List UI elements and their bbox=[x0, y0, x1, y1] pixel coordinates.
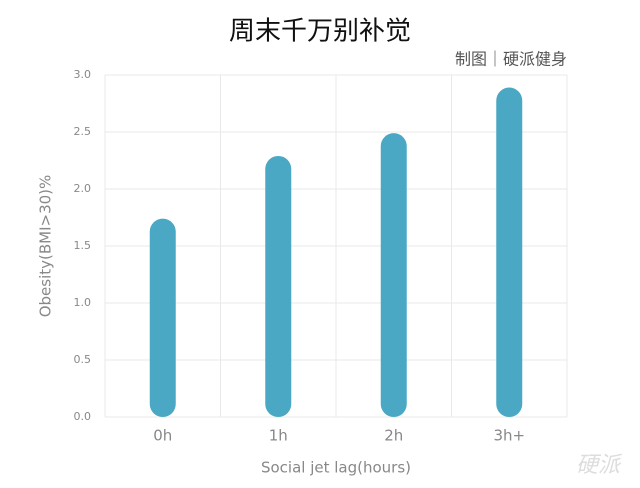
x-tick-label: 3h+ bbox=[493, 427, 525, 445]
y-tick-label: 0.5 bbox=[74, 353, 92, 366]
x-tick-label: 2h bbox=[384, 427, 403, 445]
chart-title: 周末千万别补觉 bbox=[229, 17, 411, 47]
bar bbox=[149, 218, 176, 417]
watermark: 硬派 bbox=[576, 453, 623, 478]
y-axis-label: Obesity(BMI>30)% bbox=[37, 175, 55, 318]
y-tick-label: 1.0 bbox=[74, 296, 92, 309]
x-axis-label: Social jet lag(hours) bbox=[261, 459, 411, 477]
y-tick-label: 0.0 bbox=[74, 410, 92, 423]
y-tick-label: 2.0 bbox=[74, 182, 92, 195]
bar bbox=[496, 87, 523, 417]
chart-subtitle: 制图｜硬派健身 bbox=[455, 50, 567, 69]
y-tick-label: 2.5 bbox=[74, 125, 92, 138]
bar bbox=[265, 155, 292, 417]
y-tick-label: 1.5 bbox=[74, 239, 92, 252]
bar bbox=[380, 133, 407, 417]
y-tick-label: 3.0 bbox=[74, 68, 92, 81]
x-tick-label: 0h bbox=[153, 427, 172, 445]
x-tick-label: 1h bbox=[269, 427, 288, 445]
